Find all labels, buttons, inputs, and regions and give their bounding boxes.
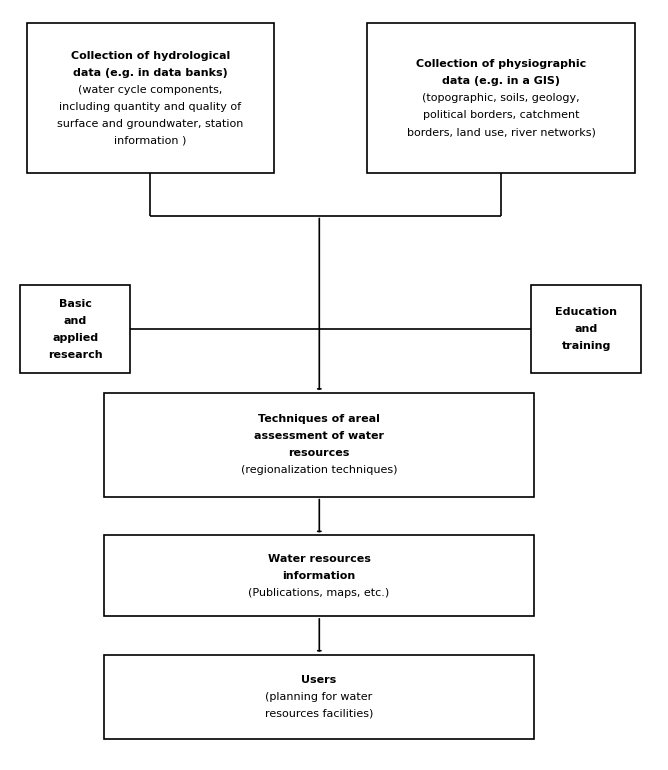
Text: borders, land use, river networks): borders, land use, river networks) xyxy=(407,127,595,137)
Text: Techniques of areal: Techniques of areal xyxy=(258,414,380,424)
Bar xyxy=(367,23,635,173)
Text: (topographic, soils, geology,: (topographic, soils, geology, xyxy=(422,93,580,103)
Text: and: and xyxy=(574,324,598,334)
Bar xyxy=(104,535,534,616)
Bar xyxy=(20,285,130,373)
Text: and: and xyxy=(63,316,87,326)
Text: Collection of hydrological: Collection of hydrological xyxy=(71,51,230,61)
Text: Basic: Basic xyxy=(59,299,92,309)
Text: data (e.g. in data banks): data (e.g. in data banks) xyxy=(73,68,228,78)
Bar xyxy=(104,393,534,497)
Bar xyxy=(531,285,641,373)
Text: Collection of physiographic: Collection of physiographic xyxy=(416,59,586,69)
Text: applied: applied xyxy=(52,333,98,343)
Text: resources: resources xyxy=(289,448,349,458)
Text: (planning for water: (planning for water xyxy=(265,692,373,701)
Text: Water resources: Water resources xyxy=(267,554,371,564)
Text: including quantity and quality of: including quantity and quality of xyxy=(59,102,241,112)
Text: information: information xyxy=(283,571,355,581)
Text: training: training xyxy=(562,341,611,351)
Bar xyxy=(27,23,274,173)
Text: research: research xyxy=(48,350,102,360)
Bar xyxy=(104,654,534,739)
Text: information ): information ) xyxy=(114,136,186,146)
Text: Users: Users xyxy=(301,675,337,685)
Text: Education: Education xyxy=(555,307,617,317)
Text: surface and groundwater, station: surface and groundwater, station xyxy=(57,119,244,129)
Text: (water cycle components,: (water cycle components, xyxy=(78,85,222,95)
Text: political borders, catchment: political borders, catchment xyxy=(423,110,579,120)
Text: resources facilities): resources facilities) xyxy=(265,709,373,718)
Text: (Publications, maps, etc.): (Publications, maps, etc.) xyxy=(248,588,389,598)
Text: (regionalization techniques): (regionalization techniques) xyxy=(240,465,397,475)
Text: assessment of water: assessment of water xyxy=(254,431,384,441)
Text: data (e.g. in a GIS): data (e.g. in a GIS) xyxy=(442,76,560,86)
